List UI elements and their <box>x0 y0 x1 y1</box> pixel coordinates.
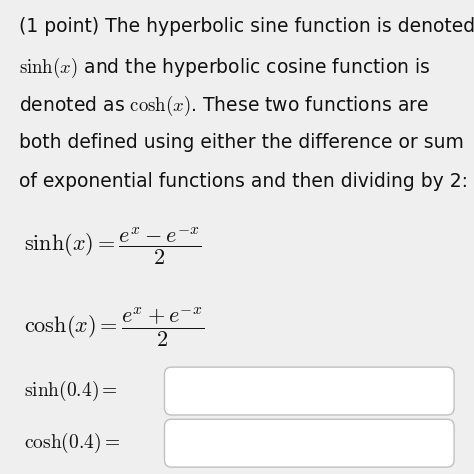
FancyBboxPatch shape <box>164 419 454 467</box>
FancyBboxPatch shape <box>164 367 454 415</box>
Text: $\mathrm{sinh}(x) = \dfrac{e^{x} - e^{-x}}{2}$: $\mathrm{sinh}(x) = \dfrac{e^{x} - e^{-x… <box>24 226 201 267</box>
Text: $\mathrm{cosh}(x) = \dfrac{e^{x} + e^{-x}}{2}$: $\mathrm{cosh}(x) = \dfrac{e^{x} + e^{-x… <box>24 305 204 349</box>
Text: both defined using either the difference or sum: both defined using either the difference… <box>19 133 464 152</box>
Text: $\mathrm{cosh}(0.4) =$: $\mathrm{cosh}(0.4) =$ <box>24 431 120 455</box>
Text: $\mathrm{sinh}(x)$ and the hyperbolic cosine function is: $\mathrm{sinh}(x)$ and the hyperbolic co… <box>19 55 430 80</box>
Text: denoted as $\mathrm{cosh}(x)$. These two functions are: denoted as $\mathrm{cosh}(x)$. These two… <box>19 94 428 118</box>
Text: (1 point) The hyperbolic sine function is denoted: (1 point) The hyperbolic sine function i… <box>19 17 474 36</box>
Text: of exponential functions and then dividing by 2:: of exponential functions and then dividi… <box>19 172 468 191</box>
Text: $\mathrm{sinh}(0.4) =$: $\mathrm{sinh}(0.4) =$ <box>24 379 118 403</box>
